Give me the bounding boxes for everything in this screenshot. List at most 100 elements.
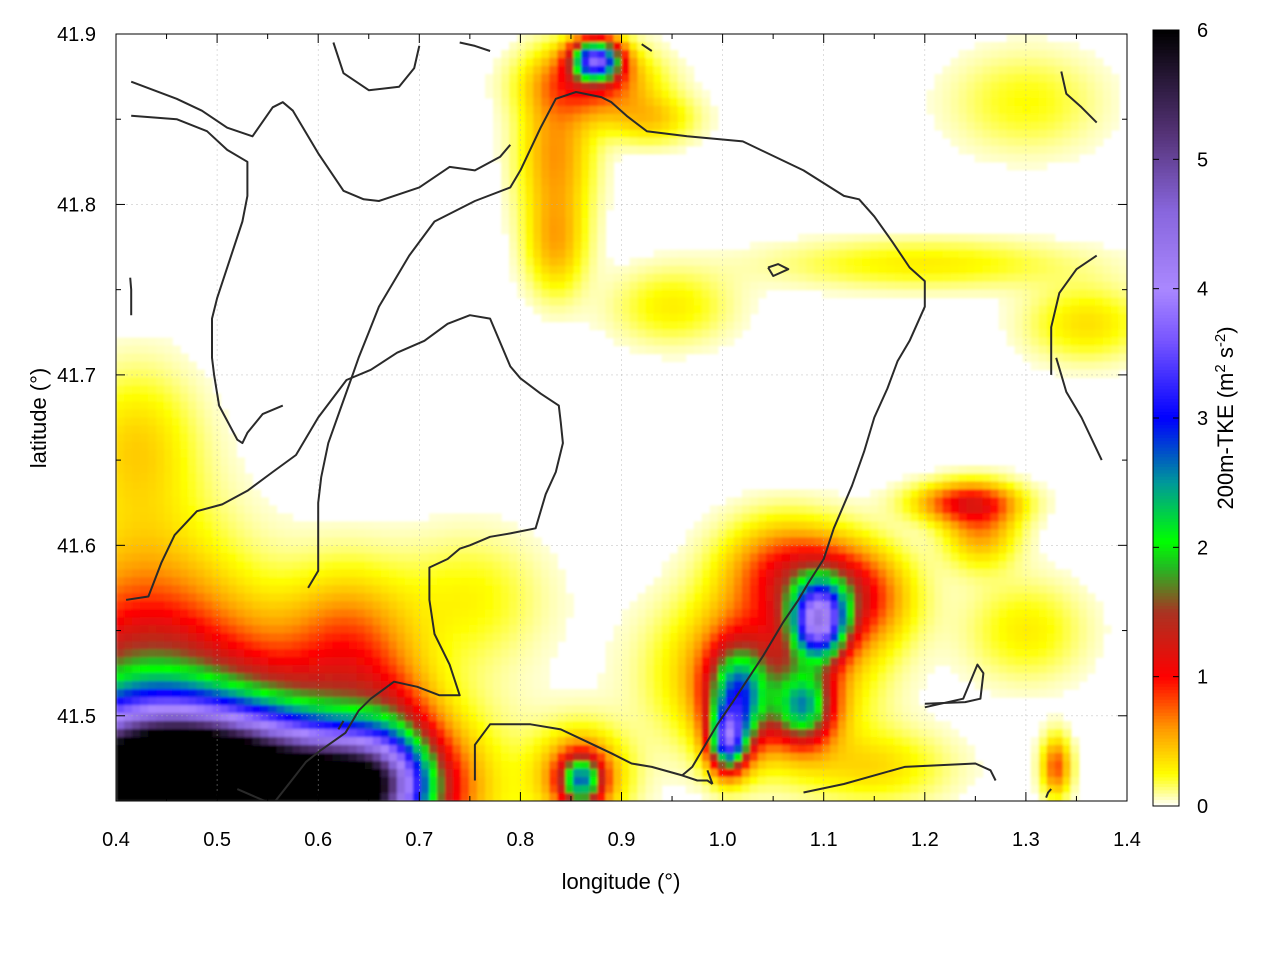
heat-cell (950, 497, 960, 506)
heat-cell (364, 553, 374, 562)
heat-cell (156, 705, 165, 714)
heat-cell (1030, 481, 1040, 491)
heat-cell (172, 617, 181, 626)
heat-cell (886, 689, 895, 698)
heat-cell (132, 385, 141, 395)
heat-cell (838, 609, 847, 618)
heat-cell (140, 681, 149, 690)
heat-cell (886, 577, 895, 586)
heat-cell (846, 273, 855, 283)
heat-cell (1110, 369, 1120, 379)
heat-cell (701, 89, 711, 99)
heat-cell (124, 609, 133, 618)
heat-cell (589, 161, 599, 171)
heat-cell (1118, 257, 1127, 267)
heat-cell (669, 617, 679, 626)
heat-cell (1030, 97, 1040, 107)
heat-cell (661, 73, 671, 83)
heat-cell (533, 289, 542, 299)
heat-cell (188, 713, 197, 722)
heat-cell (886, 553, 895, 562)
heat-cell (741, 649, 751, 658)
heat-cell (990, 617, 1000, 626)
heat-cell (220, 681, 229, 690)
heat-cell (990, 665, 1000, 674)
heat-cell (172, 481, 181, 491)
heat-cell (669, 681, 679, 690)
heat-cell (677, 593, 687, 602)
heat-cell (396, 633, 406, 642)
heat-cell (124, 593, 133, 602)
heat-cell (124, 545, 133, 554)
heat-cell (661, 289, 671, 299)
heat-cell (717, 681, 727, 690)
heat-cell (605, 145, 615, 155)
heat-cell (124, 569, 133, 578)
heat-cell (749, 617, 759, 626)
heat-cell (725, 617, 735, 626)
heat-cell (637, 713, 647, 722)
heat-cell (990, 113, 1000, 123)
heat-cell (260, 721, 270, 730)
heat-cell (581, 73, 590, 83)
heat-cell (1006, 161, 1016, 171)
heat-cell (1070, 681, 1080, 690)
heat-cell (653, 313, 663, 323)
heat-cell (148, 577, 157, 586)
heat-cell (781, 689, 791, 698)
heat-cell (340, 609, 350, 618)
heat-cell (517, 633, 526, 642)
heat-cell (790, 617, 799, 626)
heat-cell (597, 97, 607, 107)
heat-cell (781, 665, 791, 674)
heat-cell (1022, 337, 1032, 347)
heat-cell (1030, 321, 1040, 331)
heat-cell (132, 409, 141, 419)
heat-cell (1070, 81, 1080, 91)
heat-cell (1022, 553, 1032, 562)
heat-cell (1054, 305, 1064, 315)
heat-cell (749, 489, 759, 498)
heat-cell (645, 697, 655, 706)
heat-cell (902, 289, 911, 299)
heat-cell (204, 705, 213, 714)
heat-cell (180, 353, 189, 363)
heat-cell (589, 65, 599, 75)
heat-cell (509, 641, 518, 650)
heat-cell (324, 593, 334, 602)
heat-cell (685, 561, 695, 570)
heat-cell (549, 313, 558, 323)
heat-cell (1110, 73, 1120, 83)
heat-cell (685, 265, 695, 275)
heat-cell (878, 529, 887, 538)
heat-cell (220, 673, 229, 682)
heat-cell (1038, 321, 1048, 331)
heat-cell (1110, 361, 1120, 371)
heat-cell (629, 673, 639, 682)
heat-cell (364, 577, 374, 586)
heat-cell (573, 217, 582, 227)
heat-cell (509, 265, 518, 275)
heat-cell (228, 713, 237, 722)
heat-cell (356, 593, 366, 602)
heat-cell (477, 561, 486, 570)
heat-cell (645, 257, 655, 267)
heat-cell (605, 265, 615, 275)
heat-cell (1038, 161, 1048, 171)
heat-cell (292, 609, 302, 618)
heat-cell (573, 34, 582, 43)
heat-cell (156, 721, 165, 730)
heat-cell (942, 289, 952, 299)
heat-cell (300, 521, 310, 530)
heat-cell (846, 241, 855, 251)
heat-cell (1070, 593, 1080, 602)
heat-cell (541, 41, 550, 51)
heat-cell (701, 545, 711, 554)
heat-cell (549, 105, 558, 115)
heat-cell (982, 265, 992, 275)
heat-cell (436, 657, 446, 666)
heat-cell (116, 409, 125, 419)
heat-cell (918, 665, 927, 674)
heat-cell (557, 121, 566, 131)
heat-cell (396, 697, 406, 706)
